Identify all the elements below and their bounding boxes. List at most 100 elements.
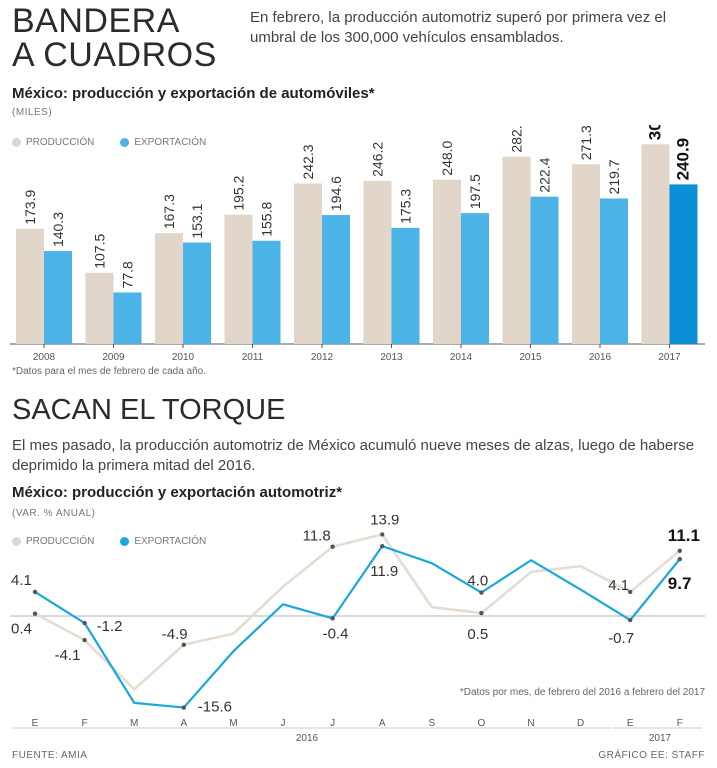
x-tick-label-2009: 2009 xyxy=(102,352,125,363)
month-label-0: E xyxy=(32,718,39,729)
bar-label-exportacion-2009: 77.8 xyxy=(120,261,136,288)
point-exportacion-7 xyxy=(380,543,385,549)
annotation-label-5: -15.6 xyxy=(198,699,232,716)
annotation-label-13: -0.7 xyxy=(608,630,634,647)
bar-exportacion-2016 xyxy=(600,198,628,344)
bar-produccion-2010 xyxy=(155,233,183,344)
point-produccion-0 xyxy=(32,611,38,616)
month-label-13: F xyxy=(677,718,683,729)
headline-line1: BANDERA xyxy=(12,2,180,40)
legend-dot-produccion xyxy=(12,138,21,147)
bar-chart: 173.9 140.3 2008 107.5 77.8 2009 167.3 153.1 201… xyxy=(10,125,705,363)
x-tick-label-2008: 2008 xyxy=(33,352,56,363)
bar-chart-units: (MILES) xyxy=(12,107,53,118)
legend-item-exportacion: EXPORTACIÓN xyxy=(120,137,206,148)
bar-label-produccion-2017: 301.5 xyxy=(646,125,665,140)
bar-label-exportacion-2012: 194.6 xyxy=(328,176,344,211)
bar-label-produccion-2010: 167.3 xyxy=(161,194,177,229)
year-label-2017: 2017 xyxy=(649,733,672,744)
line-chart: 4.1 0.4 -1.2 -4.1 -4.9 -15.6 11.8 -0.4 13.9 11.9 4… xyxy=(10,515,705,744)
legend-dot-exportacion xyxy=(120,138,130,147)
bar-exportacion-2010 xyxy=(183,242,211,344)
bar-produccion-2009 xyxy=(85,272,114,344)
bar-chart-title: México: producción y exportación de auto… xyxy=(12,85,375,102)
bar-produccion-2008 xyxy=(16,228,44,344)
bar-label-produccion-2014: 248.0 xyxy=(439,140,455,175)
point-produccion-9 xyxy=(479,610,484,616)
bar-label-produccion-2016: 271.3 xyxy=(578,125,594,160)
bar-label-exportacion-2017: 240.9 xyxy=(674,138,693,181)
point-exportacion-6 xyxy=(330,616,335,621)
point-exportacion-0 xyxy=(32,589,38,595)
legend2-item-exportacion: EXPORTACIÓN xyxy=(120,536,206,547)
legend2-label-produccion: PRODUCCIÓN xyxy=(26,536,95,547)
month-label-5: J xyxy=(281,718,286,729)
annotation-label-7: -0.4 xyxy=(323,625,349,642)
bar-chart-footnote: *Datos para el mes de febrero de cada añ… xyxy=(12,366,207,377)
month-label-11: D xyxy=(577,718,584,729)
line-chart-legend: PRODUCCIÓN EXPORTACIÓN xyxy=(12,536,206,547)
headline: BANDERA A CUADROS xyxy=(12,4,217,72)
year-label-2016: 2016 xyxy=(296,733,319,744)
annotation-label-9: 11.9 xyxy=(370,563,398,580)
line-chart-units: (VAR. % ANUAL) xyxy=(12,508,96,519)
point-exportacion-12 xyxy=(628,617,633,623)
point-produccion-7 xyxy=(380,532,385,537)
point-exportacion-9 xyxy=(479,590,484,595)
month-label-12: E xyxy=(627,718,634,729)
bar-label-produccion-2013: 246.2 xyxy=(370,142,386,177)
line-chart-title: México: producción y exportación automot… xyxy=(12,484,343,501)
month-label-1: F xyxy=(82,718,88,729)
bar-exportacion-2017 xyxy=(669,184,698,344)
month-label-9: O xyxy=(478,718,486,729)
graphic-credit: GRÁFICO EE: STAFF xyxy=(598,750,705,761)
annotation-label-6: 11.8 xyxy=(303,528,331,545)
bar-label-produccion-2012: 242.3 xyxy=(300,144,316,179)
bar-label-exportacion-2014: 197.5 xyxy=(467,174,483,209)
point-produccion-3 xyxy=(181,642,186,647)
point-produccion-12 xyxy=(628,589,633,595)
month-label-7: A xyxy=(379,718,386,729)
x-tick-label-2012: 2012 xyxy=(311,352,334,363)
month-label-8: S xyxy=(428,718,435,729)
point-produccion-13 xyxy=(677,548,682,554)
bar-label-exportacion-2013: 175.3 xyxy=(398,189,414,224)
x-tick-label-2010: 2010 xyxy=(172,352,195,363)
bar-label-exportacion-2010: 153.1 xyxy=(189,203,205,238)
point-exportacion-1 xyxy=(82,620,87,626)
bar-label-exportacion-2016: 219.7 xyxy=(606,159,622,194)
line-series-exportacion xyxy=(34,545,681,709)
x-tick-label-2017: 2017 xyxy=(658,352,681,363)
x-tick-label-2013: 2013 xyxy=(380,352,403,363)
bar-chart-legend: PRODUCCIÓN EXPORTACIÓN xyxy=(12,137,206,148)
legend2-dot-produccion xyxy=(12,537,21,546)
month-label-6: J xyxy=(330,718,335,729)
bar-produccion-2012 xyxy=(294,183,322,344)
legend2-dot-exportacion xyxy=(120,537,130,546)
legend-label-produccion: PRODUCCIÓN xyxy=(26,137,95,148)
line-chart-footnote: *Datos por mes, de febrero del 2016 a fe… xyxy=(459,687,705,698)
bar-exportacion-2015 xyxy=(530,196,559,344)
bar-produccion-2017 xyxy=(641,144,670,344)
annotation-label-3: -4.1 xyxy=(55,647,81,664)
month-label-10: N xyxy=(527,718,534,729)
bar-label-exportacion-2008: 140.3 xyxy=(50,212,66,247)
x-tick-label-2011: 2011 xyxy=(242,352,264,363)
bar-label-produccion-2011: 195.2 xyxy=(231,175,247,210)
bar-produccion-2011 xyxy=(224,214,253,344)
bar-label-produccion-2008: 173.9 xyxy=(22,190,38,225)
point-produccion-6 xyxy=(330,544,335,549)
point-exportacion-3 xyxy=(181,705,186,710)
x-tick-label-2016: 2016 xyxy=(589,352,612,363)
bar-exportacion-2011 xyxy=(252,240,281,344)
annotation-label-15: 9.7 xyxy=(668,574,692,593)
annotation-label-1: 0.4 xyxy=(11,621,32,638)
line-series-produccion xyxy=(34,533,681,691)
x-tick-label-2015: 2015 xyxy=(519,352,542,363)
bar-exportacion-2009 xyxy=(113,292,142,344)
bar-label-exportacion-2011: 155.8 xyxy=(259,202,275,237)
annotation-label-14: 11.1 xyxy=(668,526,700,545)
annotation-label-11: 0.5 xyxy=(467,626,488,643)
month-label-4: M xyxy=(229,718,237,729)
intro-text-1: En febrero, la producción automotriz sup… xyxy=(250,9,667,46)
